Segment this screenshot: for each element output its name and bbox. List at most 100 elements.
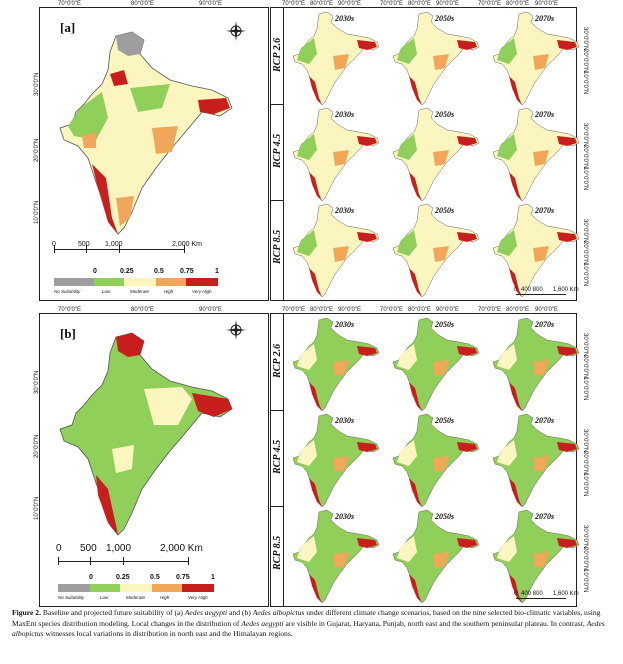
scenario-map bbox=[392, 509, 480, 604]
legend-break: 0 bbox=[89, 574, 93, 581]
scenario-map bbox=[392, 203, 480, 298]
legend-class: Moderate bbox=[126, 595, 146, 600]
legend-break: 0.75 bbox=[176, 574, 190, 581]
legend-swatch-low bbox=[94, 278, 124, 286]
legend-class: No Suitability bbox=[58, 595, 85, 600]
lon-tick: 90°0'0"E bbox=[199, 307, 223, 313]
era-label: 2050s bbox=[435, 512, 455, 521]
grid-lon-tick: 80°0'0"E bbox=[408, 1, 432, 7]
caption-text: witnesses local variations in distributi… bbox=[43, 629, 293, 638]
grid-lat-tick: 20°0'0"N bbox=[582, 241, 588, 265]
lat-tick: 10°0'0"N bbox=[34, 496, 40, 520]
era-label: 2030s bbox=[335, 416, 355, 425]
small-scale-a-0: 0 bbox=[514, 287, 518, 293]
scenario-map bbox=[492, 107, 580, 202]
legend-swatch-none bbox=[58, 584, 90, 592]
grid-lat-tick: 10°0'0"N bbox=[582, 71, 588, 95]
scenario-label: RCP 4.5 bbox=[272, 439, 283, 474]
lon-tick: 70°0'0"E bbox=[58, 307, 82, 313]
panel-b: [b] 0 500 1,000 2,000 Km 0 0.25 0.5 0.75… bbox=[39, 313, 269, 607]
scenario-map bbox=[492, 509, 580, 604]
small-scale-bar-b bbox=[516, 598, 566, 599]
small-scale-bar-a bbox=[516, 294, 566, 295]
small-scale-b-0: 0 bbox=[514, 591, 518, 597]
figure-caption: Figure 2. Baseline and projected future … bbox=[12, 608, 612, 640]
era-label: 2050s bbox=[435, 14, 455, 23]
small-scale-a-mid: 400 800 bbox=[521, 287, 543, 293]
scale-a-0: 0 bbox=[52, 241, 56, 248]
scenario-map bbox=[292, 509, 380, 604]
grid-lat-tick: 20°0'0"N bbox=[582, 451, 588, 475]
scenario-map bbox=[292, 107, 380, 202]
scenario-map bbox=[392, 317, 480, 412]
legend-swatch-none bbox=[54, 278, 94, 286]
legend-break: 0.5 bbox=[150, 574, 160, 581]
caption-text: and (b) bbox=[227, 608, 253, 617]
grid-lon-tick: 90°0'0"E bbox=[338, 1, 362, 7]
grid-lon-tick: 80°0'0"E bbox=[310, 1, 334, 7]
scale-a-500: 500 bbox=[78, 241, 90, 248]
lat-tick: 20°0'0"N bbox=[34, 138, 40, 162]
north-arrow-icon bbox=[225, 20, 247, 47]
small-scale-b-mid: 400 800 bbox=[521, 591, 543, 597]
legend-class: Low bbox=[102, 289, 111, 294]
grid-lat-tick: 10°0'0"N bbox=[582, 473, 588, 497]
row-divider bbox=[271, 200, 283, 201]
legend-break: 0.25 bbox=[116, 574, 130, 581]
caption-species: Aedes aegypti bbox=[241, 618, 284, 628]
scale-b-0: 0 bbox=[56, 543, 62, 554]
scenario-label: RCP 2.6 bbox=[272, 37, 283, 72]
era-label: 2030s bbox=[335, 110, 355, 119]
scenario-map bbox=[492, 11, 580, 106]
grid-lat-tick: 30°0'0"N bbox=[582, 123, 588, 147]
scale-b-2000: 2,000 Km bbox=[160, 543, 203, 554]
legend-break: 0.25 bbox=[120, 268, 134, 275]
scale-a-1000: 1,000 bbox=[105, 241, 123, 248]
era-label: 2030s bbox=[335, 512, 355, 521]
legend-swatch-moderate bbox=[124, 278, 156, 286]
legend-swatch-moderate bbox=[120, 584, 152, 592]
grid-lon-tick: 70°0'0"E bbox=[380, 1, 404, 7]
scenario-label: RCP 4.5 bbox=[272, 133, 283, 168]
panel-a-label: [a] bbox=[60, 20, 76, 35]
scenario-map bbox=[492, 317, 580, 412]
row-divider bbox=[271, 410, 283, 411]
scenario-label: RCP 2.6 bbox=[272, 343, 283, 378]
grid-lat-tick: 20°0'0"N bbox=[582, 145, 588, 169]
era-label: 2030s bbox=[335, 320, 355, 329]
grid-lon-tick: 70°0'0"E bbox=[282, 1, 306, 7]
panel-a: [a] 0 500 1,000 2,000 Km 0 0.25 0.5 0.75… bbox=[39, 7, 269, 301]
scenario-map bbox=[292, 413, 380, 508]
grid-lon-tick: 70°0'0"E bbox=[478, 307, 502, 313]
grid-lat-tick: 30°0'0"N bbox=[582, 27, 588, 51]
legend-break: 1 bbox=[215, 268, 219, 275]
grid-lon-tick: 90°0'0"E bbox=[436, 1, 460, 7]
grid-lon-tick: 80°0'0"E bbox=[506, 307, 530, 313]
scenario-map bbox=[292, 317, 380, 412]
grid-lon-tick: 90°0'0"E bbox=[436, 307, 460, 313]
scenario-map bbox=[492, 203, 580, 298]
scenario-map bbox=[292, 11, 380, 106]
legend-break: 0 bbox=[93, 268, 97, 275]
era-label: 2050s bbox=[435, 416, 455, 425]
grid-lat-tick: 10°0'0"N bbox=[582, 263, 588, 287]
grid-lon-tick: 90°0'0"E bbox=[535, 307, 559, 313]
north-arrow-icon bbox=[225, 319, 247, 346]
legend-class: Very High bbox=[192, 289, 212, 294]
legend-break: 1 bbox=[211, 574, 215, 581]
lat-tick: 30°0'0"N bbox=[34, 370, 40, 394]
legend-swatch-low bbox=[90, 584, 120, 592]
grid-lon-tick: 80°0'0"E bbox=[506, 1, 530, 7]
grid-lon-tick: 70°0'0"E bbox=[282, 307, 306, 313]
scenario-map bbox=[392, 107, 480, 202]
legend-class: Low bbox=[100, 595, 109, 600]
scenario-label: RCP 8.5 bbox=[272, 229, 283, 264]
legend-class: High bbox=[160, 595, 170, 600]
lon-tick: 90°0'0"E bbox=[199, 1, 223, 7]
era-label: 2070s bbox=[535, 14, 555, 23]
era-label: 2050s bbox=[435, 320, 455, 329]
small-scale-a-end: 1,600 Km bbox=[553, 287, 579, 293]
era-label: 2070s bbox=[535, 512, 555, 521]
scenario-map bbox=[392, 11, 480, 106]
grid-lat-tick: 10°0'0"N bbox=[582, 569, 588, 593]
